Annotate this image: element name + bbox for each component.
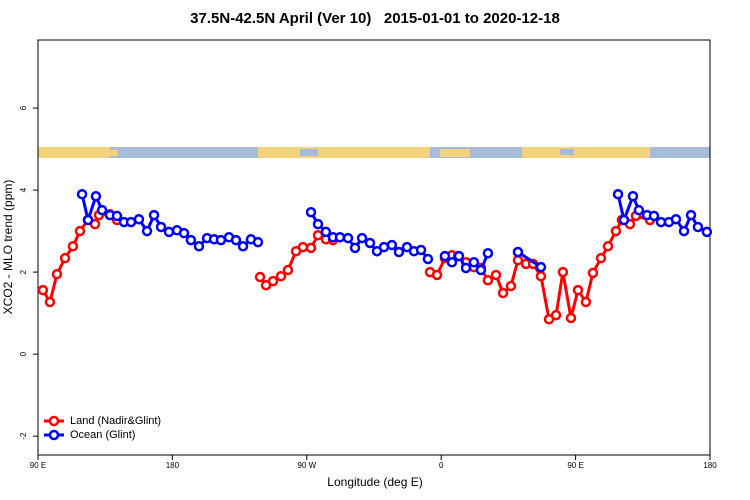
x-tick-label: 0 xyxy=(439,461,444,470)
point xyxy=(535,261,547,273)
point xyxy=(237,241,249,252)
y-axis-label: XCO2 - MLO trend (ppm) xyxy=(1,180,15,315)
point xyxy=(482,275,494,286)
legend-marker xyxy=(48,415,60,427)
point xyxy=(648,210,660,222)
point xyxy=(431,269,443,281)
point xyxy=(67,241,79,252)
x-tick-label: 180 xyxy=(703,461,717,470)
map-strip xyxy=(38,147,710,158)
point xyxy=(439,250,451,262)
point xyxy=(111,210,123,222)
point xyxy=(163,226,175,238)
point xyxy=(305,206,317,218)
point xyxy=(550,309,562,321)
point xyxy=(74,225,86,237)
legend-marker xyxy=(48,429,60,441)
point xyxy=(572,284,584,296)
point xyxy=(535,270,547,282)
point xyxy=(282,264,294,276)
plot-frame xyxy=(37,39,711,456)
point xyxy=(275,270,287,282)
point xyxy=(334,231,346,243)
point xyxy=(76,188,88,200)
point xyxy=(96,204,108,216)
point xyxy=(627,190,639,202)
point xyxy=(356,232,368,244)
x-tick-label: 90 E xyxy=(30,461,46,470)
series-line xyxy=(41,212,651,322)
point xyxy=(453,250,465,262)
point xyxy=(701,226,713,238)
chart-title: 37.5N-42.5N April (Ver 10) 2015-01-01 to… xyxy=(190,10,560,27)
point xyxy=(512,254,524,266)
point xyxy=(422,253,434,265)
point xyxy=(557,266,569,278)
point xyxy=(497,287,509,299)
point xyxy=(82,214,94,226)
point xyxy=(297,241,309,253)
y-tick-label: 4 xyxy=(19,187,28,192)
point xyxy=(415,244,427,256)
point xyxy=(587,267,599,279)
point xyxy=(446,257,458,268)
point xyxy=(482,247,494,259)
point xyxy=(59,252,71,264)
point xyxy=(364,237,376,249)
point xyxy=(678,225,690,237)
point xyxy=(305,242,317,254)
point xyxy=(312,218,324,230)
point xyxy=(393,246,405,258)
point xyxy=(633,204,645,216)
point xyxy=(90,190,102,202)
point xyxy=(618,214,630,226)
point xyxy=(37,284,49,296)
point xyxy=(252,236,264,248)
point xyxy=(490,269,502,281)
point xyxy=(386,239,398,251)
point xyxy=(349,242,361,254)
y-tick-label: -2 xyxy=(19,432,28,440)
point xyxy=(342,232,354,244)
point xyxy=(580,296,592,308)
point xyxy=(512,246,524,258)
point xyxy=(230,234,242,246)
point xyxy=(185,234,197,246)
point xyxy=(254,271,266,283)
y-tick-label: 2 xyxy=(19,269,28,274)
y-tick-label: 0 xyxy=(19,351,28,356)
point xyxy=(155,221,167,233)
point xyxy=(133,213,145,225)
legend-label: Ocean (Glint) xyxy=(70,429,135,441)
point xyxy=(602,241,614,252)
point xyxy=(565,312,577,324)
point xyxy=(44,296,56,308)
point xyxy=(670,213,682,225)
point xyxy=(215,234,227,246)
x-tick-label: 90 W xyxy=(297,461,316,470)
y-tick-label: 6 xyxy=(19,105,28,110)
point xyxy=(475,264,487,276)
point xyxy=(505,280,517,292)
point xyxy=(320,226,332,238)
point xyxy=(692,221,704,233)
point xyxy=(148,209,160,221)
point xyxy=(468,257,480,268)
point xyxy=(612,188,624,200)
point xyxy=(178,227,190,239)
point xyxy=(51,268,63,280)
point xyxy=(610,225,622,237)
legend-label: Land (Nadir&Glint) xyxy=(70,415,161,427)
point xyxy=(460,262,472,274)
point xyxy=(141,225,153,237)
x-axis-label: Longitude (deg E) xyxy=(327,475,422,489)
x-tick-label: 180 xyxy=(166,461,180,470)
point xyxy=(193,241,205,252)
point xyxy=(685,209,697,221)
point xyxy=(595,252,607,264)
point xyxy=(267,275,279,287)
x-tick-label: 90 E xyxy=(567,461,583,470)
